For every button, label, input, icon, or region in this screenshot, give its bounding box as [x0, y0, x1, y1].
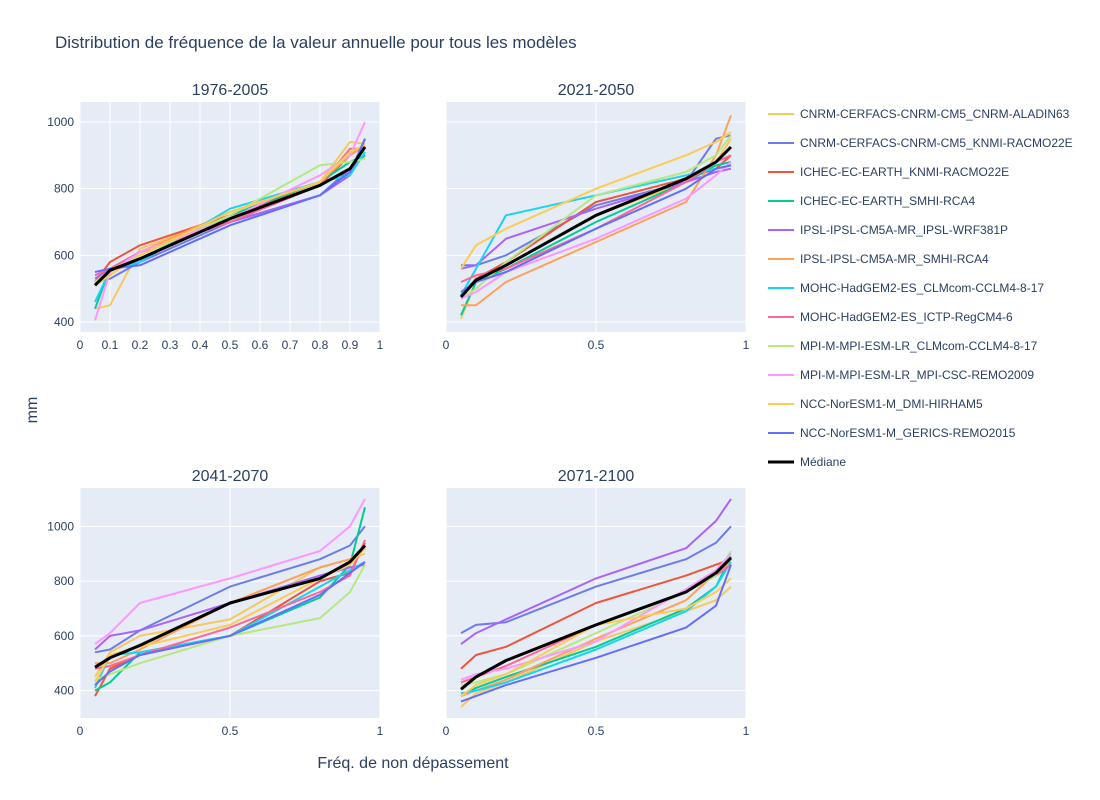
x-axis-title: Fréq. de non dépassement [317, 755, 509, 772]
x-tick-label: 0.5 [588, 724, 605, 738]
series-line [94, 525, 366, 654]
legend-item[interactable]: ICHEC-EC-EARTH_KNMI-RACMO22E [768, 165, 1009, 179]
x-tick-label: 0.5 [222, 338, 239, 352]
x-tick-label: 0.4 [192, 338, 209, 352]
legend-item[interactable]: CNRM-CERFACS-CNRM-CM5_KNMI-RACMO22E [768, 136, 1073, 150]
series-line [94, 498, 366, 645]
x-tick-label: 0.7 [282, 338, 299, 352]
legend-label: MPI-M-MPI-ESM-LR_MPI-CSC-REMO2009 [800, 368, 1034, 382]
y-tick-label: 600 [54, 629, 74, 643]
median-line [460, 556, 733, 691]
subplots: 0 0.1 0.2 0.3 0.4 0.5 0.6 0.7 0.8 0.9 140060080010… [47, 82, 749, 738]
legend-label: Médiane [800, 455, 846, 469]
subplot-2: 0 0.5 1 400 600 800 1000 2041-2070 [47, 468, 383, 738]
subplot-3: 0 0.5 1 2071-2100 [443, 468, 750, 738]
series-line [460, 131, 732, 270]
legend-label: MOHC-HadGEM2-ES_CLMcom-CCLM4-8-17 [800, 281, 1044, 295]
legend-label: MOHC-HadGEM2-ES_ICTP-RegCM4-6 [800, 310, 1013, 324]
series-line [460, 564, 732, 703]
x-tick-label: 0.5 [222, 724, 239, 738]
series-line [460, 498, 732, 645]
series-line [460, 161, 732, 300]
x-tick-label: 1 [377, 724, 384, 738]
legend-item[interactable]: NCC-NorESM1-M_GERICS-REMO2015 [768, 426, 1016, 440]
series-line [460, 550, 732, 687]
legend-item[interactable]: NCC-NorESM1-M_DMI-HIRHAM5 [768, 397, 983, 411]
y-tick-label: 800 [54, 182, 74, 196]
x-tick-label: 0 [77, 724, 84, 738]
subplot-0: 0 0.1 0.2 0.3 0.4 0.5 0.6 0.7 0.8 0.9 1 400 600 800 10… [47, 82, 383, 352]
x-tick-label: 0.1 [102, 338, 119, 352]
legend-item[interactable]: IPSL-IPSL-CM5A-MR_SMHI-RCA4 [768, 252, 989, 266]
legend-item[interactable]: MOHC-HadGEM2-ES_CLMcom-CCLM4-8-17 [768, 281, 1044, 295]
legend-item[interactable]: MPI-M-MPI-ESM-LR_MPI-CSC-REMO2009 [768, 368, 1034, 382]
median-line [94, 544, 367, 669]
series-line [94, 144, 366, 287]
series-line [460, 167, 732, 270]
legend-label: NCC-NorESM1-M_GERICS-REMO2015 [800, 426, 1016, 440]
series-line [460, 561, 732, 695]
subplot-title: 2021-2050 [558, 82, 635, 99]
legend-label: IPSL-IPSL-CM5A-MR_IPSL-WRF381P [800, 223, 1008, 237]
legend-item[interactable]: CNRM-CERFACS-CNRM-CM5_CNRM-ALADIN63 [768, 107, 1070, 121]
subplot-title: 1976-2005 [192, 82, 269, 99]
x-tick-label: 0.2 [132, 338, 149, 352]
legend-item[interactable]: Médiane [768, 455, 846, 469]
subplot-title: 2071-2100 [558, 468, 635, 485]
y-tick-label: 1000 [47, 519, 74, 533]
series-line [460, 558, 732, 670]
legend-label: CNRM-CERFACS-CNRM-CM5_KNMI-RACMO22E [800, 136, 1073, 150]
legend-label: CNRM-CERFACS-CNRM-CM5_CNRM-ALADIN63 [800, 107, 1070, 121]
page-title: Distribution de fréquence de la valeur a… [55, 33, 577, 52]
series-line [94, 547, 366, 683]
legend-label: NCC-NorESM1-M_DMI-HIRHAM5 [800, 397, 983, 411]
legend-item[interactable]: ICHEC-EC-EARTH_SMHI-RCA4 [768, 194, 975, 208]
legend-label: MPI-M-MPI-ESM-LR_CLMcom-CCLM4-8-17 [800, 339, 1038, 353]
x-tick-label: 0.3 [162, 338, 179, 352]
subplot-title: 2041-2070 [192, 468, 269, 485]
y-tick-label: 1000 [47, 115, 74, 129]
x-tick-label: 1 [377, 338, 384, 352]
x-tick-label: 0.8 [312, 338, 329, 352]
x-tick-label: 0 [77, 338, 84, 352]
median-line [459, 145, 733, 299]
legend[interactable]: CNRM-CERFACS-CNRM-CM5_CNRM-ALADIN63 CNRM-… [768, 107, 1073, 469]
x-tick-label: 0.6 [252, 338, 269, 352]
x-tick-label: 0 [443, 724, 450, 738]
median-line [93, 146, 367, 287]
legend-label: ICHEC-EC-EARTH_SMHI-RCA4 [800, 194, 975, 208]
y-tick-label: 800 [54, 574, 74, 588]
y-tick-label: 400 [54, 315, 74, 329]
series-line [460, 553, 732, 681]
x-tick-label: 0 [443, 338, 450, 352]
y-tick-label: 400 [54, 684, 74, 698]
y-tick-label: 600 [54, 248, 74, 262]
x-tick-label: 0.9 [342, 338, 359, 352]
subplot-1: 0 0.5 1 2021-2050 [443, 82, 750, 352]
series-line [94, 539, 366, 670]
x-tick-label: 0.5 [588, 338, 605, 352]
series-line [460, 525, 732, 634]
legend-item[interactable]: MOHC-HadGEM2-ES_ICTP-RegCM4-6 [768, 310, 1013, 324]
legend-label: IPSL-IPSL-CM5A-MR_SMHI-RCA4 [800, 252, 989, 266]
series-line [460, 134, 732, 300]
series-line [94, 561, 366, 686]
legend-label: ICHEC-EC-EARTH_KNMI-RACMO22E [800, 165, 1009, 179]
x-tick-label: 1 [743, 338, 750, 352]
legend-item[interactable]: IPSL-IPSL-CM5A-MR_IPSL-WRF381P [768, 223, 1008, 237]
legend-item[interactable]: MPI-M-MPI-ESM-LR_CLMcom-CCLM4-8-17 [768, 339, 1038, 353]
x-tick-label: 1 [743, 724, 750, 738]
y-axis-title: mm [24, 397, 41, 424]
